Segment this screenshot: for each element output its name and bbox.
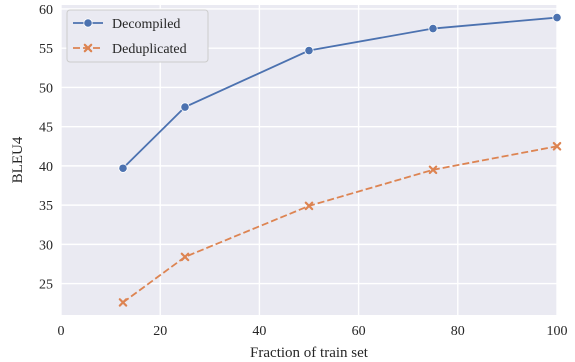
data-point [304, 201, 314, 211]
x-tick-label: 80 [451, 324, 465, 339]
data-point [552, 12, 562, 23]
data-point [180, 102, 190, 112]
x-tick-label: 60 [352, 324, 366, 339]
y-axis-title: BLEU4 [10, 136, 26, 183]
legend-marker [83, 18, 93, 28]
y-tick-label: 60 [39, 3, 53, 18]
x-tick-label: 0 [58, 324, 65, 339]
series-decompiled [118, 12, 562, 173]
legend: Decompiled Deduplicated [66, 9, 209, 63]
y-tick-label: 25 [39, 278, 53, 293]
y-tick-label: 40 [39, 160, 53, 175]
legend-label: Deduplicated [112, 42, 187, 57]
series-deduplicated [118, 141, 562, 307]
y-tick-labels: 25 30 35 40 45 50 55 60 [39, 3, 53, 293]
y-tick-label: 45 [39, 121, 53, 136]
y-tick-label: 55 [39, 42, 53, 57]
data-point [552, 141, 562, 151]
series-layer [118, 12, 562, 307]
x-tick-label: 20 [153, 324, 167, 339]
data-point [118, 298, 128, 307]
data-point [180, 252, 190, 262]
y-tick-label: 35 [39, 199, 53, 214]
x-axis-title: Fraction of train set [250, 345, 369, 361]
legend-label: Decompiled [112, 17, 180, 32]
x-tick-label: 40 [252, 324, 266, 339]
legend-marker [83, 43, 93, 53]
x-tick-label: 100 [547, 324, 568, 339]
grid-lines [60, 5, 558, 315]
y-tick-label: 30 [39, 238, 53, 253]
x-tick-labels: 0 20 40 60 80 100 [58, 324, 568, 339]
y-tick-label: 50 [39, 81, 53, 96]
data-point [304, 45, 314, 56]
data-point [428, 165, 438, 175]
data-point [428, 23, 438, 34]
data-point [118, 163, 128, 173]
